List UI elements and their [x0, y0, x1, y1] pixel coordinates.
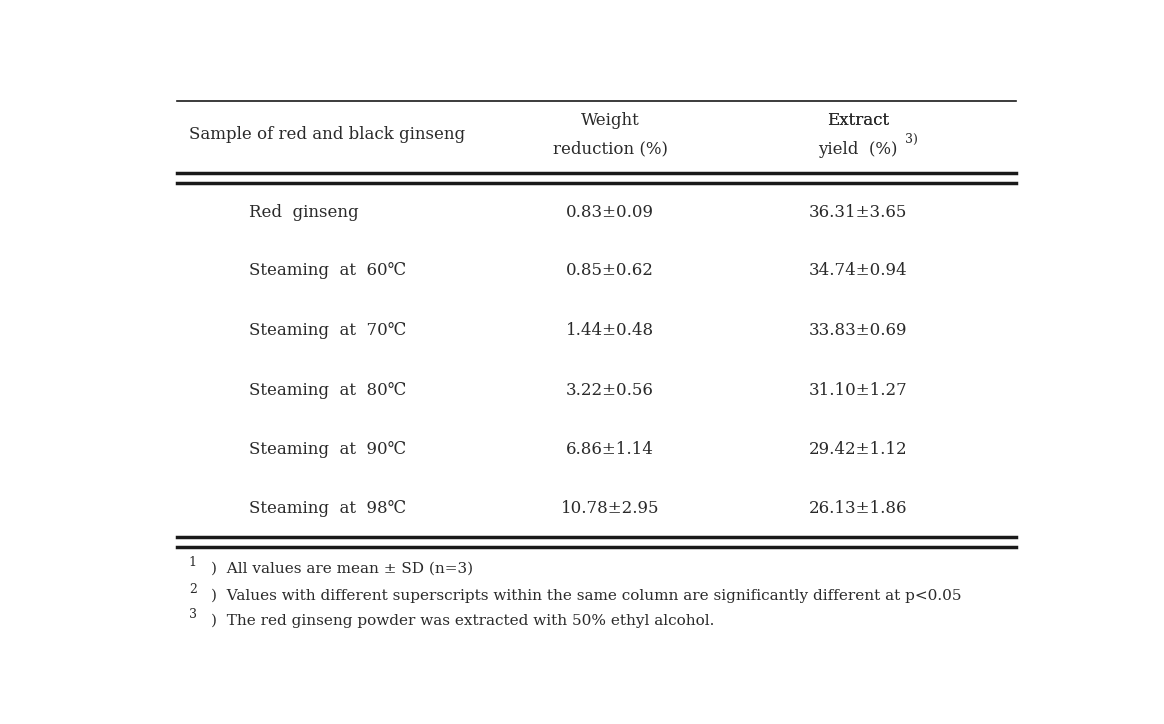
Text: Red  ginseng: Red ginseng [249, 204, 359, 221]
Text: 3: 3 [189, 607, 197, 620]
Text: Weight: Weight [581, 111, 639, 129]
Text: 31.10±1.27: 31.10±1.27 [809, 382, 908, 399]
Text: 10.78±2.95: 10.78±2.95 [561, 500, 659, 517]
Text: 34.74±0.94: 34.74±0.94 [809, 262, 908, 279]
Text: 2: 2 [189, 583, 197, 596]
Text: reduction (%): reduction (%) [553, 140, 668, 158]
Text: )  The red ginseng powder was extracted with 50% ethyl alcohol.: ) The red ginseng powder was extracted w… [212, 614, 715, 628]
Text: Steaming  at  98℃: Steaming at 98℃ [249, 500, 406, 517]
Text: )  Values with different superscripts within the same column are significantly d: ) Values with different superscripts wit… [212, 589, 961, 603]
Text: 1.44±0.48: 1.44±0.48 [566, 322, 654, 339]
Text: )  All values are mean ± SD (n=3): ) All values are mean ± SD (n=3) [212, 562, 474, 576]
Text: Steaming  at  80℃: Steaming at 80℃ [249, 382, 406, 399]
Text: 29.42±1.12: 29.42±1.12 [809, 441, 908, 458]
Text: Extract: Extract [828, 111, 889, 129]
Text: Steaming  at  70℃: Steaming at 70℃ [249, 322, 406, 339]
Text: Sample of red and black ginseng: Sample of red and black ginseng [189, 126, 464, 143]
Text: 3.22±0.56: 3.22±0.56 [566, 382, 654, 399]
Text: yield  (%): yield (%) [818, 140, 897, 158]
Text: Steaming  at  90℃: Steaming at 90℃ [249, 441, 406, 458]
Text: Extract: Extract [828, 111, 889, 129]
Text: 0.85±0.62: 0.85±0.62 [566, 262, 654, 279]
Text: 3): 3) [906, 133, 918, 146]
Text: 1: 1 [189, 556, 197, 569]
Text: Steaming  at  60℃: Steaming at 60℃ [249, 262, 406, 279]
Text: 33.83±0.69: 33.83±0.69 [809, 322, 908, 339]
Text: 6.86±1.14: 6.86±1.14 [566, 441, 654, 458]
Text: 36.31±3.65: 36.31±3.65 [809, 204, 908, 221]
Text: 26.13±1.86: 26.13±1.86 [809, 500, 908, 517]
Text: 0.83±0.09: 0.83±0.09 [566, 204, 654, 221]
